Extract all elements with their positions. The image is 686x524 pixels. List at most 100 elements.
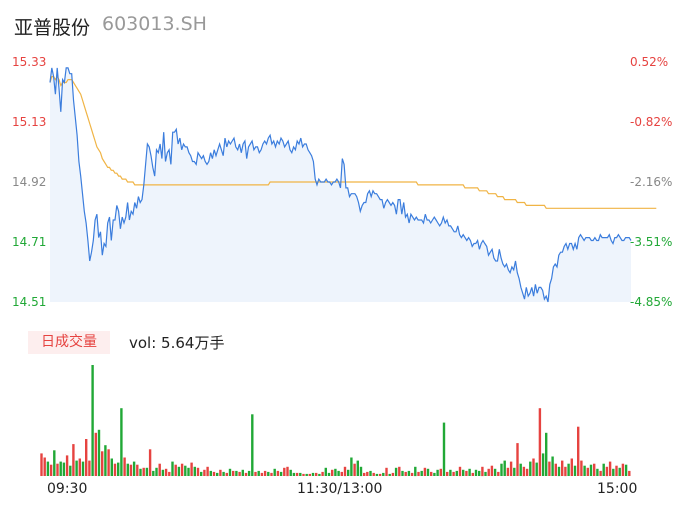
volume-bar [247, 470, 251, 476]
volume-bar [40, 453, 43, 476]
volume-bar [200, 471, 203, 476]
volume-bar [471, 472, 474, 476]
volume-bar [385, 467, 388, 476]
price-tick-label: 14.51 [12, 295, 47, 309]
volume-bar [375, 473, 379, 476]
volume-bar [174, 464, 177, 476]
volume-bar [621, 463, 625, 476]
volume-bar [548, 461, 551, 476]
volume-bar [577, 426, 580, 476]
volume-bar [267, 471, 270, 476]
volume-bar [238, 471, 241, 476]
volume-bar [516, 443, 519, 476]
volume-bar [289, 469, 292, 476]
volume-bar [273, 468, 276, 476]
volume-bar [439, 468, 442, 476]
volume-bar [270, 472, 273, 476]
volume-bar [209, 470, 212, 476]
price-area [50, 67, 631, 303]
volume-bar [72, 444, 75, 476]
volume-bar [493, 468, 497, 476]
volume-bar [401, 470, 404, 476]
volume-bar [126, 463, 129, 476]
volume-bar [203, 469, 206, 476]
volume-bar [490, 465, 494, 476]
volume-bar [394, 467, 398, 476]
price-tick-label: 14.92 [12, 175, 47, 189]
volume-bar [295, 472, 299, 476]
volume-bar [628, 470, 631, 476]
volume-bar [299, 472, 302, 476]
volume-bar [59, 461, 62, 476]
volume-bar [589, 464, 593, 476]
volume-bar [65, 455, 69, 476]
volume-bar [398, 466, 401, 477]
volume-bar [123, 457, 126, 476]
volume-bar [196, 467, 200, 476]
volume-bar [420, 470, 423, 476]
volume-bar [315, 472, 318, 476]
volume-bar [117, 462, 120, 476]
stock-name: 亚普股份 [14, 17, 91, 39]
volume-bar [462, 469, 465, 476]
volume-bar [506, 467, 510, 476]
volume-bar [436, 469, 439, 476]
daily-volume-button[interactable]: 日成交量 [28, 331, 110, 354]
stock-code: 603013.SH [102, 13, 207, 35]
volume-bar [442, 422, 446, 476]
volume-bar [522, 466, 526, 477]
volume-bar [113, 463, 117, 476]
volume-bar [605, 466, 609, 477]
volume-bar [120, 408, 123, 476]
volume-bar [586, 467, 589, 476]
volume-bar [81, 461, 85, 476]
volume-bar [340, 471, 343, 476]
volume-bar [356, 460, 359, 476]
volume-bar [222, 471, 225, 476]
volume-bar [107, 449, 110, 476]
volume-bar [503, 460, 506, 476]
volume-bar [497, 471, 500, 476]
volume-bar [241, 469, 244, 476]
volume-bar [94, 432, 97, 476]
volume-bar [350, 457, 353, 476]
volume-bar [283, 467, 286, 476]
volume-bar [519, 463, 522, 476]
line-layer [49, 67, 657, 303]
volume-bar [541, 453, 545, 476]
volume-bar [513, 467, 516, 476]
volume-bar [391, 472, 395, 476]
volume-bar [228, 468, 232, 476]
volume-bar [161, 469, 165, 476]
volume-bar [180, 463, 184, 476]
x-tick-label: 15:00 [597, 481, 638, 497]
volume-bar [410, 472, 414, 476]
volume-bar [193, 466, 196, 477]
volume-bar [69, 465, 72, 476]
volume-bar [407, 470, 411, 476]
volume-bar [426, 468, 430, 476]
pct-tick-label: -2.16% [630, 175, 673, 189]
volume-bar [561, 460, 564, 476]
volume-bar [423, 467, 427, 476]
volume-bar [583, 465, 586, 476]
volume-bar [615, 465, 618, 476]
volume-bar [331, 469, 334, 476]
volume-bar [104, 445, 107, 476]
volume-readout: vol: 5.64万手 [129, 334, 225, 352]
volume-bar [366, 471, 369, 476]
volume-bar [337, 470, 340, 476]
volume-bar [49, 464, 53, 476]
volume-bar [570, 458, 573, 476]
volume-bar-layer [40, 365, 631, 477]
volume-bar [232, 470, 235, 476]
pct-tick-label: 0.52% [630, 55, 669, 69]
volume-bar [206, 466, 209, 477]
volume-bar [474, 469, 478, 476]
volume-bar [101, 451, 104, 476]
volume-bar [139, 468, 142, 476]
volume-bar [554, 463, 557, 476]
x-tick-label: 09:30 [47, 481, 88, 497]
volume-bar [487, 468, 490, 476]
volume-bar [142, 467, 145, 476]
